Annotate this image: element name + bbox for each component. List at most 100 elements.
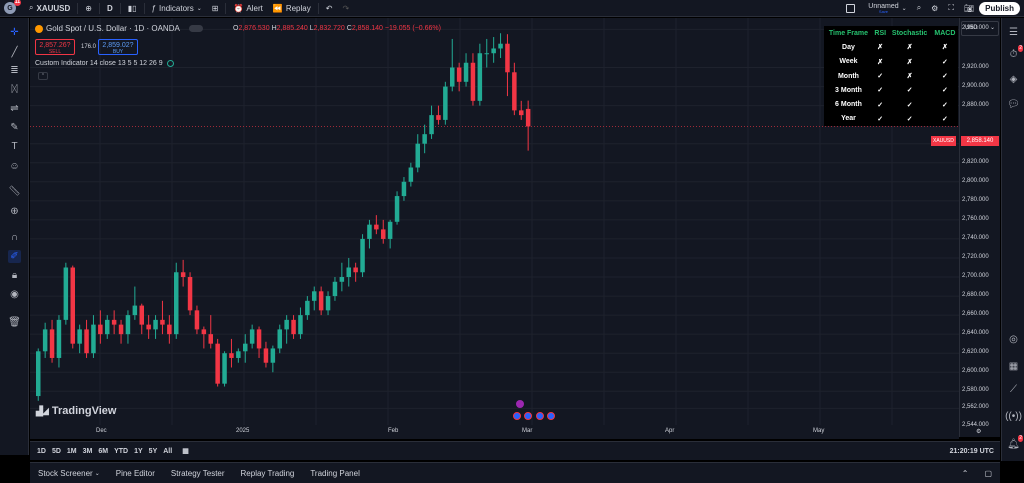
settings-button[interactable]: ⚙ [926,0,943,17]
chart-signal-icon[interactable]: ⟋ [1010,384,1017,395]
currency-selector[interactable]: USD ⌄ [961,21,999,36]
magnet-icon[interactable]: ∩ [10,232,19,243]
gold-symbol-icon [35,24,43,33]
candle-body [98,324,103,335]
tab-replay-trading[interactable]: Replay Trading [233,469,303,478]
tab-stock-screener[interactable]: Stock Screener ⌄ [30,469,108,478]
maximize-panel-icon[interactable]: ▢ [984,468,992,478]
quick-search-button[interactable]: ⌕ [912,0,926,17]
text-icon[interactable]: T [11,141,18,152]
chart-type-button[interactable]: ▮▯ [123,0,142,17]
range-button[interactable]: All [163,447,173,455]
time-axis[interactable] [30,425,959,439]
undo-button[interactable]: ↶ [321,0,338,17]
indicators-button[interactable]: ƒ Indicators ⌄ [147,0,207,17]
trendline-icon[interactable]: ╱ [11,47,18,58]
symbol-search-button[interactable]: ⌕ XAUUSD [24,0,75,17]
axis-settings-icon[interactable]: ⚙ [976,429,982,435]
publish-button[interactable]: Publish [979,1,1020,15]
tab-label: Stock Screener [38,468,93,478]
ruler-icon[interactable]: 📏︎ [8,186,21,197]
compare-button[interactable]: ⊕ [80,0,97,17]
user-avatar[interactable]: G 11 [4,0,21,14]
broadcast-icon[interactable]: ((•)) [1005,411,1022,422]
range-button[interactable]: YTD [114,447,129,455]
target-icon[interactable]: ◎ [1009,334,1018,345]
price-scale[interactable] [959,18,1000,437]
chevron-down-icon: ⌄ [94,470,100,477]
pattern-icon[interactable]: ᛞ [11,84,18,95]
emoji-icon[interactable]: ☺ [9,161,20,172]
chat-icon[interactable]: 💬︎ [1007,99,1020,110]
indicator-legend[interactable]: Custom Indicator 14 close 13 5 5 12 26 9 [35,60,174,67]
range-button[interactable]: 1Y [134,447,143,455]
layout-button[interactable]: Unnamed Save ⌄ [841,0,911,17]
candle-body [519,110,524,116]
candle [194,305,200,335]
tab-strategy-tester[interactable]: Strategy Tester [163,469,233,478]
snapshot-button[interactable]: 📷︎ [959,0,979,17]
candle-body [332,281,338,297]
layers-icon[interactable]: ◈ [1009,74,1018,85]
chart-title[interactable]: Gold Spot / U.S. Dollar · 1D · OANDA [46,24,180,33]
alerts-clock-icon[interactable]: ⏱ 2 [1009,45,1023,60]
fib-retracement-icon[interactable]: ≣ [10,65,19,76]
candle [374,215,379,235]
candle-body [270,348,276,363]
candle-body [153,319,158,330]
redo-button[interactable]: ↷ [337,0,354,17]
tab-pine-editor[interactable]: Pine Editor [108,469,163,478]
candle [339,262,345,292]
range-button[interactable]: 5Y [148,447,158,455]
price-label: 2,880.000 [962,101,989,108]
watchlist-icon[interactable]: ☰ [1009,27,1018,38]
range-button[interactable]: 3M [82,447,93,455]
table-cell: ✓ [906,115,913,123]
us-flag-event-icon[interactable] [536,412,544,420]
fullscreen-button[interactable]: ⛶ [943,0,959,17]
trash-icon[interactable]: 🗑︎ [8,317,21,328]
table-cell: ✓ [941,101,948,109]
candle-body [277,329,282,349]
price-label: 2,680.000 [962,292,989,299]
us-flag-event-icon[interactable] [547,412,555,420]
zoom-icon[interactable]: ⊕ [10,206,19,217]
interval-button[interactable]: D [102,0,118,17]
alert-button[interactable]: ⏰ Alert [228,0,267,17]
tab-trading-panel[interactable]: Trading Panel [302,469,368,478]
calendar-icon[interactable]: ▦ [1008,361,1019,372]
prediction-icon[interactable]: ⇌ [10,103,19,114]
bell-icon[interactable]: 🔔︎ 2 [1007,435,1023,450]
redo-icon: ↷ [342,3,350,13]
eye-icon[interactable]: ◉ [10,289,19,300]
replay-button[interactable]: ⏪ Replay [268,0,316,17]
templates-button[interactable]: ⊞ [207,0,224,17]
candle-body [284,319,289,330]
sell-button[interactable]: 2,857.26? SELL [35,39,75,55]
collapse-panel-icon[interactable]: ⌃ [961,468,969,478]
brush-icon[interactable]: ✎ [10,122,19,133]
economic-events [513,412,532,420]
us-flag-event-icon[interactable] [513,412,521,420]
buy-button[interactable]: 2,859.02? BUY [98,39,138,55]
dividend-event-icon[interactable] [516,400,524,408]
crosshair-icon[interactable]: ✛ [10,27,19,38]
indicator-visibility-icon[interactable] [166,60,174,67]
candle-body [84,329,89,354]
range-button[interactable]: 5D [51,447,61,455]
utc-clock[interactable]: 21:20:19 UTC [949,447,994,455]
lock-icon[interactable]: 🔒︎ [11,270,18,281]
table-cell: Year [841,115,856,123]
stay-in-drawing-icon[interactable]: ✐ [8,250,21,263]
range-button[interactable]: 6M [98,447,109,455]
calendar-icon[interactable]: ▦ [182,448,189,455]
sell-price: 2,857.26? [39,42,71,49]
us-flag-event-icon[interactable] [524,412,532,420]
collapse-legend-button[interactable]: ⌃ [38,72,48,80]
range-button[interactable]: 1D [37,447,46,455]
price-label: 2,760.000 [962,215,989,222]
candle [401,177,407,201]
candle-body [208,334,213,344]
chart-pane[interactable] [30,18,959,437]
range-button[interactable]: 1M [66,447,77,455]
